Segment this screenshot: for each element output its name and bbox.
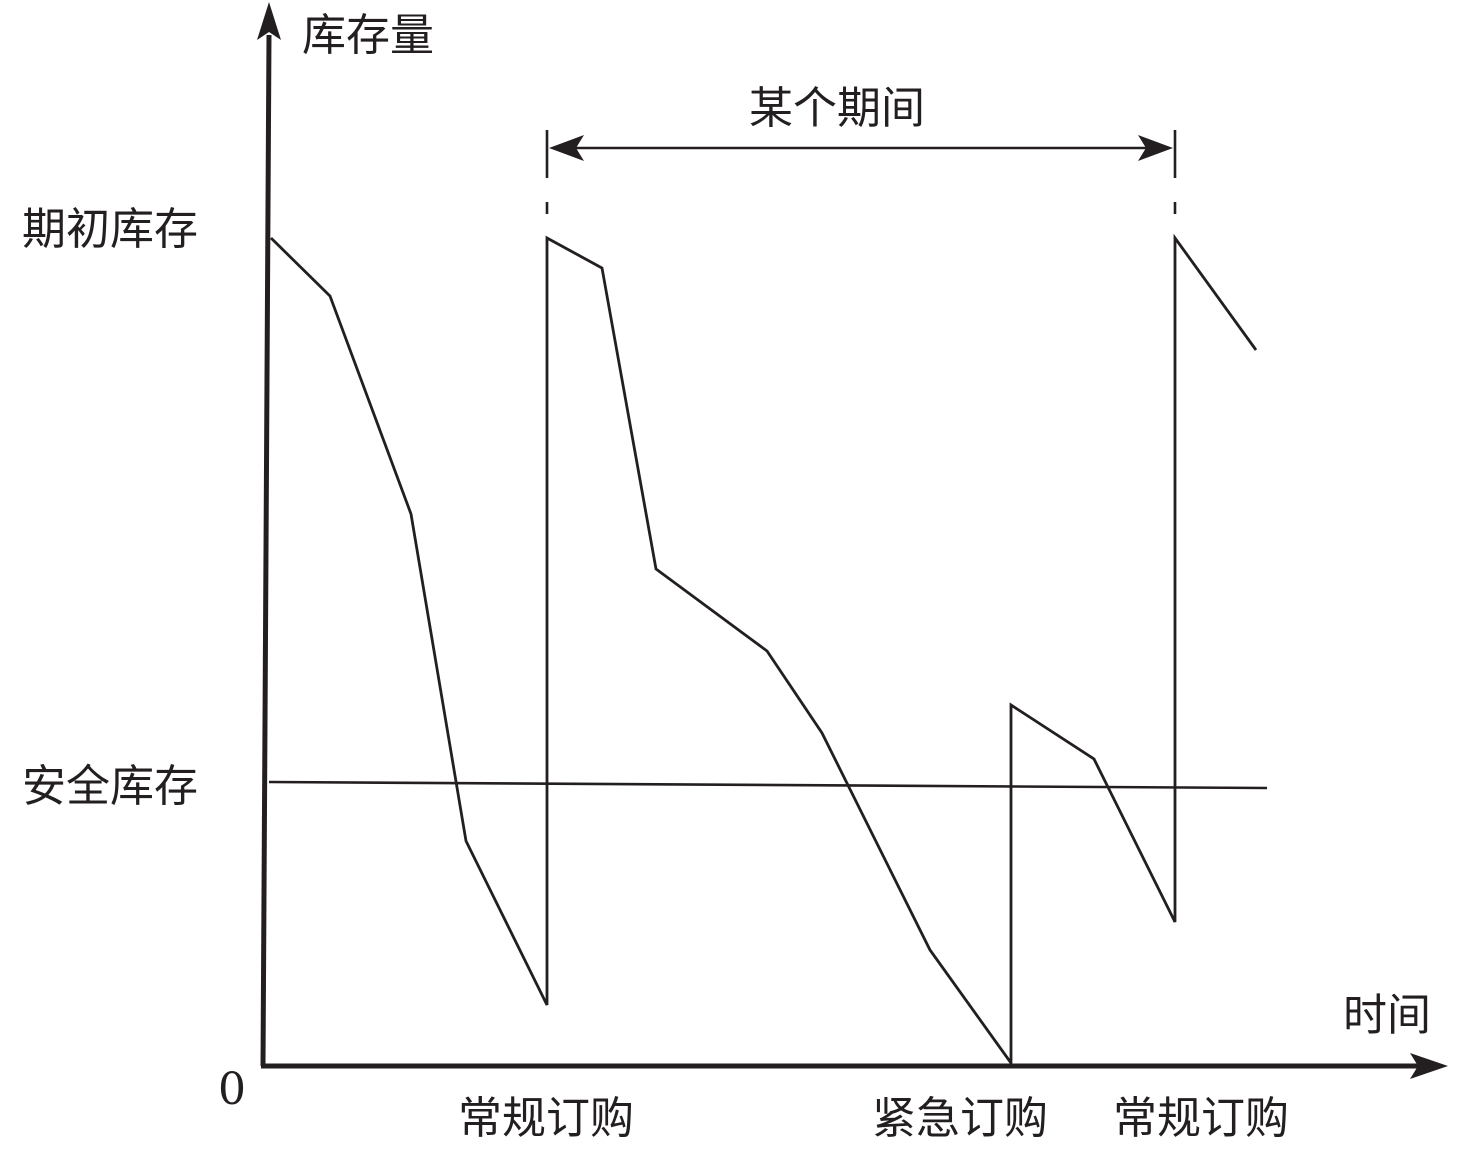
origin-label: 0 xyxy=(218,1064,246,1115)
x-axis-arrowhead xyxy=(1410,1053,1448,1079)
period-arrow-right xyxy=(1138,135,1173,161)
initial-stock-label: 期初库存 xyxy=(22,204,198,255)
safety-stock-line xyxy=(268,780,1268,790)
emergency-order-label: 紧急订购 xyxy=(872,1093,1048,1144)
x-axis-label: 时间 xyxy=(1343,990,1431,1041)
y-axis xyxy=(260,34,272,1067)
inventory-curve xyxy=(270,233,1258,1068)
y-axis-label: 库存量 xyxy=(302,10,434,61)
y-axis-arrowhead xyxy=(257,2,281,40)
period-arrow-left xyxy=(549,135,584,161)
period-label: 某个期间 xyxy=(749,83,925,134)
regular-order-label-1: 常规订购 xyxy=(458,1093,634,1144)
regular-order-label-2: 常规订购 xyxy=(1113,1093,1289,1144)
safety-stock-label: 安全库存 xyxy=(22,761,198,812)
